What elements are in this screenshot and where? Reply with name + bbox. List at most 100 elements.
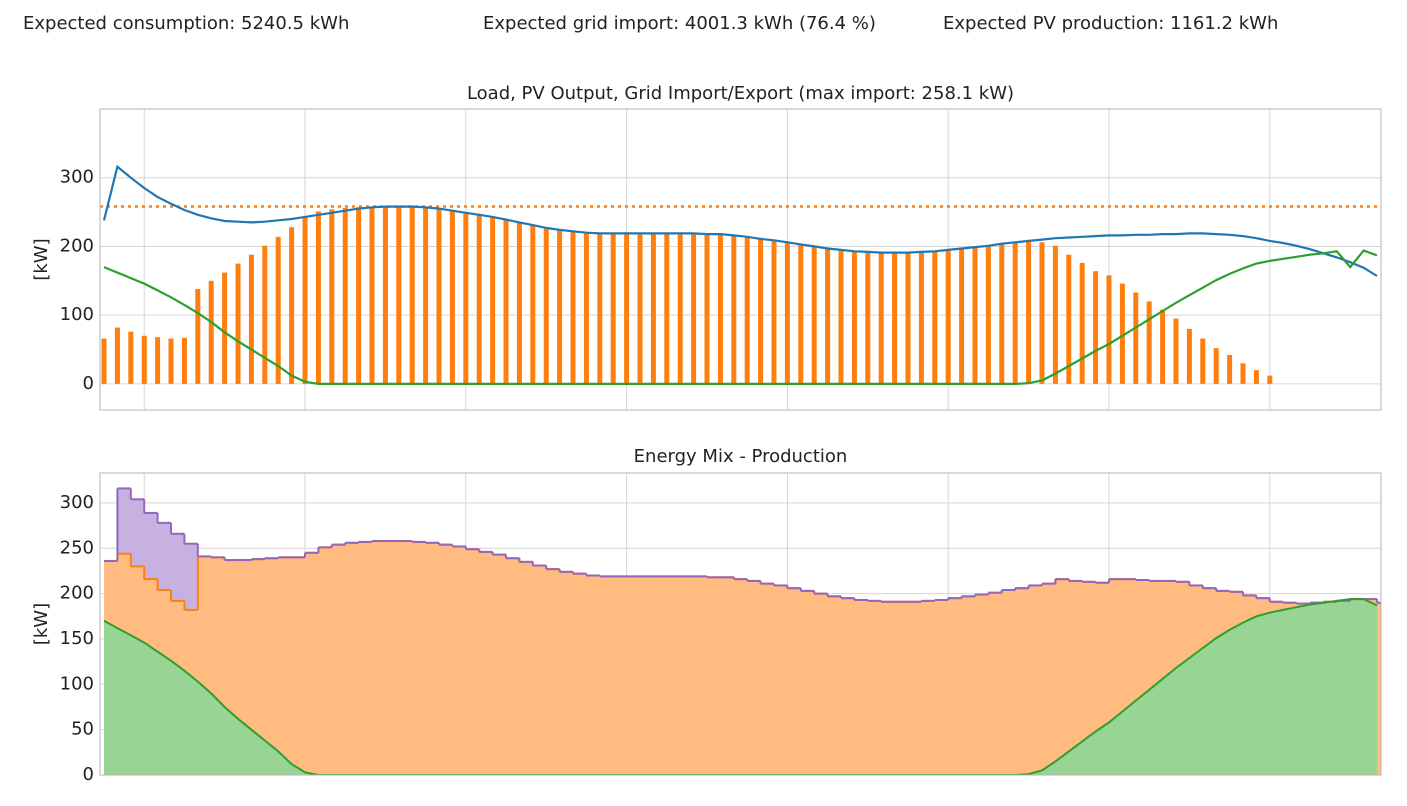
bar [637,233,643,384]
bar [128,331,134,384]
step-segment [640,576,654,775]
step-segment [425,542,440,775]
bar [1079,262,1085,384]
bar [141,335,147,384]
step-segment [465,549,480,775]
chart: Load, PV Output, Grid Import/Export (max… [31,83,1382,411]
step-segment [720,577,735,775]
bar [1119,283,1125,384]
step-segment [733,579,748,775]
bar [1026,240,1032,384]
summary-grid-import: Expected grid import: 4001.3 kWh (76.4 %… [483,13,876,34]
bar [999,243,1005,384]
step-segment [519,561,534,775]
bar [168,338,174,384]
bar [744,236,750,384]
step-segment [948,598,963,775]
bar [369,206,375,384]
bar [1186,328,1192,384]
bar [222,272,228,384]
step-segment [1082,581,1097,775]
step-segment [787,588,802,775]
bar [959,248,965,384]
bar [1173,318,1179,384]
y-tick-label: 200 [60,235,94,256]
step-segment [1055,579,1070,775]
bar [704,234,710,384]
y-tick-label: 300 [60,167,94,188]
step-segment [974,594,989,775]
step-segment [854,599,869,775]
bar [570,231,576,384]
bar [315,211,321,384]
bar [865,251,871,384]
bar [1052,245,1058,384]
bar [825,248,831,384]
bar [101,338,107,384]
bar [1066,254,1072,384]
step-segment [961,596,976,775]
step-segment [331,544,346,775]
bar [1213,348,1219,384]
step-segment [921,600,936,775]
bar [691,233,697,384]
bar [610,233,616,384]
bar [342,207,348,384]
step-segment [666,576,681,775]
step-segment [988,592,1003,775]
chart-title: Energy Mix - Production [634,446,848,467]
bar [423,207,429,384]
step-segment [398,541,413,775]
bar [851,251,857,384]
y-tick-label: 0 [83,764,94,785]
plot-area [100,109,1381,410]
step-segment [532,565,547,775]
step-segment [840,598,855,775]
bar [235,263,241,384]
bar [557,229,563,384]
bar [382,206,388,384]
bar [838,249,844,384]
bar [1012,242,1018,384]
bar [892,252,898,384]
bar [1160,309,1166,384]
step-segment [1068,580,1083,775]
bar [248,254,254,384]
plot [103,487,1381,775]
plot-frame [99,472,1382,776]
y-tick-label: 200 [60,583,94,604]
y-tick-label: 100 [60,673,94,694]
bar [356,207,362,384]
step-segment [707,577,721,775]
bar [181,337,187,384]
bar [530,225,536,384]
step-segment [599,576,614,775]
chart: Energy Mix - Production [kW] 0 50 100 150 200 2… [31,446,1382,785]
bar [275,236,281,384]
step-segment [291,557,306,775]
step-segment [506,558,520,775]
step-segment [573,573,587,775]
bar [784,242,790,384]
bar [798,244,804,384]
step-segment [827,596,842,775]
step-segment [1001,589,1016,775]
step-segment [626,576,641,775]
step-segment [412,541,427,775]
bar [1106,275,1112,384]
bar [409,207,415,384]
step-segment [1041,583,1056,775]
bar [1133,292,1139,384]
bar [1146,301,1152,384]
bar [583,232,589,384]
step-segment [278,557,293,775]
step-segment [385,541,400,775]
y-tick-label: 100 [60,304,94,325]
bar [932,251,938,384]
step-segment [1376,602,1381,775]
bar [289,227,295,384]
step-segment [760,583,775,775]
step-segment [800,590,815,775]
step-segment [881,601,896,775]
plot-frame [99,108,1382,411]
